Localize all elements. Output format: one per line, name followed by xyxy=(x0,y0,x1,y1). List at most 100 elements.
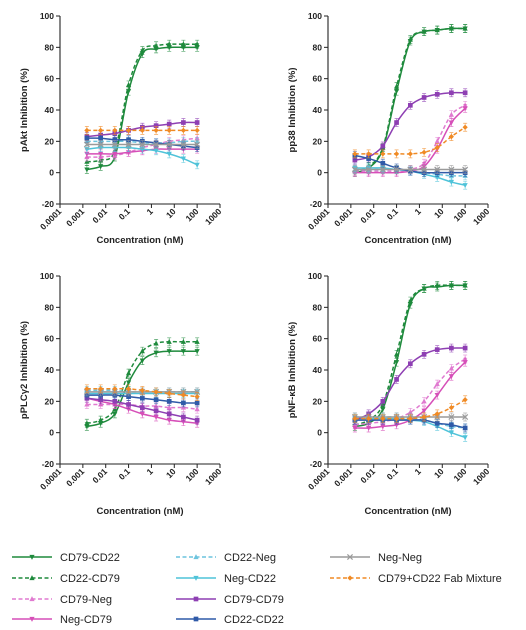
data-point-fab_mix xyxy=(393,151,400,157)
data-point-neg_cd79 xyxy=(448,374,454,380)
y-tick-label: 100 xyxy=(308,11,322,21)
data-point-neg_neg xyxy=(194,141,201,148)
data-point-cd79_cd79 xyxy=(434,91,440,97)
data-point-cd79_cd22 xyxy=(166,349,172,355)
data-point-cd79_neg xyxy=(194,406,200,412)
data-point-neg_cd79 xyxy=(352,425,358,431)
data-point-neg_cd79 xyxy=(448,120,454,126)
x-tick-label: 0.01 xyxy=(90,466,109,485)
y-tick-label: -20 xyxy=(310,199,323,209)
data-point-fab_mix xyxy=(166,127,172,133)
data-point-cd79_cd22 xyxy=(194,349,200,355)
series-fab_mix xyxy=(352,395,468,423)
data-point-cd22_cd22 xyxy=(84,135,90,141)
legend-marker-neg_cd22 xyxy=(193,575,199,581)
data-point-cd22_cd79 xyxy=(166,41,172,47)
data-point-cd22_cd22 xyxy=(462,425,468,431)
data-point-neg_cd79 xyxy=(98,151,104,157)
data-point-cd22_cd79 xyxy=(407,36,413,42)
data-point-neg_cd22 xyxy=(166,151,172,157)
x-tick-label: 1 xyxy=(144,206,155,217)
data-point-neg_neg xyxy=(139,141,146,148)
y-tick-label: 20 xyxy=(45,396,55,406)
data-point-neg_neg xyxy=(83,141,90,148)
legend-marker-neg_cd79 xyxy=(29,616,35,622)
data-point-cd22_cd79 xyxy=(139,47,145,53)
data-point-fab_mix xyxy=(407,415,413,422)
y-tick-label: 40 xyxy=(313,105,323,115)
data-point-fab_mix xyxy=(421,149,427,155)
data-point-cd22_cd79 xyxy=(407,298,413,304)
data-point-cd79_neg xyxy=(448,111,454,117)
data-point-cd79_cd79 xyxy=(194,120,200,125)
data-point-cd79_cd79 xyxy=(421,351,427,357)
data-point-neg_neg xyxy=(421,166,428,173)
y-tick-label: 60 xyxy=(313,74,323,84)
data-point-fab_mix xyxy=(407,151,413,157)
data-point-fab_mix xyxy=(180,392,186,398)
x-tick-label: 10 xyxy=(164,466,178,480)
data-point-neg_neg xyxy=(125,141,132,148)
data-point-cd79_cd79 xyxy=(126,402,131,407)
series-cd22_cd79 xyxy=(84,39,200,167)
data-point-cd79_cd22 xyxy=(125,380,132,386)
data-point-cd22_cd79 xyxy=(448,282,454,288)
data-point-fab_mix xyxy=(462,397,468,403)
x-tick-label: 0.1 xyxy=(117,466,133,482)
y-tick-label: 20 xyxy=(313,136,323,146)
data-point-neg_neg xyxy=(153,141,160,148)
y-tick-label: 60 xyxy=(313,334,323,344)
data-point-cd79_cd79 xyxy=(462,90,468,96)
data-point-neg_neg xyxy=(180,141,187,148)
legend-item-cd79_cd79: CD79-CD79 xyxy=(176,594,284,606)
x-axis-label: Concentration (nM) xyxy=(96,506,183,517)
data-point-cd22_cd22 xyxy=(449,422,454,428)
data-point-cd22_cd79 xyxy=(153,340,159,346)
legend-label: CD79-CD22 xyxy=(60,552,120,564)
data-point-neg_neg xyxy=(166,141,173,148)
data-point-fab_mix xyxy=(125,127,132,133)
data-point-fab_mix xyxy=(448,134,454,140)
data-point-fab_mix xyxy=(153,127,159,133)
data-point-cd22_cd79 xyxy=(180,338,186,344)
data-point-neg_cd22 xyxy=(462,435,468,441)
legend-marker-cd22_cd79 xyxy=(29,575,35,581)
data-point-neg_neg xyxy=(462,413,469,421)
x-tick-label: 0.1 xyxy=(385,466,401,482)
data-point-neg_cd79 xyxy=(380,424,386,430)
data-point-neg_neg xyxy=(462,166,469,173)
x-tick-label: 0.001 xyxy=(332,466,354,488)
x-tick-label: 0.01 xyxy=(358,206,377,225)
x-tick-label: 1000 xyxy=(203,466,224,487)
x-axis-label: Concentration (nM) xyxy=(364,235,451,246)
data-point-cd79_cd22 xyxy=(98,164,104,170)
data-point-cd79_cd79 xyxy=(407,361,413,367)
data-point-neg_cd79 xyxy=(434,392,440,398)
data-point-fab_mix xyxy=(98,127,104,133)
x-tick-label: 0.001 xyxy=(332,206,354,228)
data-point-cd79_cd79 xyxy=(394,120,399,125)
legend-marker-cd79_cd79 xyxy=(193,596,199,602)
data-point-cd79_neg xyxy=(84,401,90,407)
x-tick-label: 0.1 xyxy=(117,206,133,222)
data-point-fab_mix xyxy=(139,127,145,133)
data-point-neg_neg xyxy=(448,413,455,421)
x-tick-label: 0.0001 xyxy=(38,466,64,492)
data-point-cd22_cd79 xyxy=(448,25,454,31)
series-fab_mix xyxy=(84,126,200,135)
data-point-cd22_cd79 xyxy=(194,41,200,47)
y-tick-label: 20 xyxy=(313,396,323,406)
data-point-fab_mix xyxy=(380,415,386,422)
data-point-cd22_cd79 xyxy=(434,282,440,288)
data-point-cd22_cd79 xyxy=(421,285,427,291)
data-point-neg_neg xyxy=(379,166,386,173)
x-tick-label: 1000 xyxy=(203,206,224,227)
x-tick-label: 1 xyxy=(144,466,155,477)
series-neg_cd79 xyxy=(352,357,468,433)
data-point-cd22_cd79 xyxy=(139,348,145,354)
data-point-fab_mix xyxy=(153,389,159,395)
data-point-cd22_cd22 xyxy=(126,394,131,399)
data-point-neg_cd22 xyxy=(194,162,200,168)
legend-label: CD22-CD79 xyxy=(60,573,120,585)
data-point-neg_cd79 xyxy=(462,106,468,112)
